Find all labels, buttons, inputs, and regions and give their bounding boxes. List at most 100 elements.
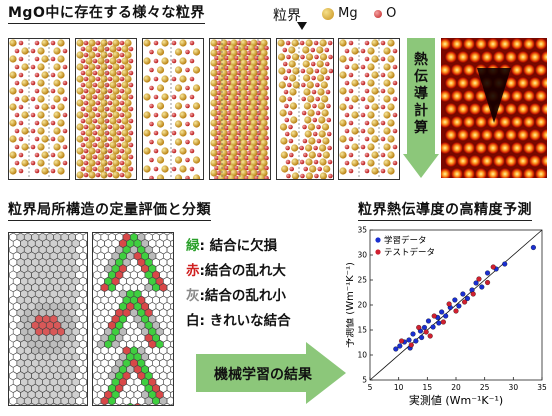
- o-atom: [312, 90, 317, 95]
- class-green: 緑: 結合に欠損: [186, 234, 277, 254]
- mg-atom: [306, 53, 313, 60]
- mg-atom: [9, 71, 16, 78]
- o-atom: [81, 95, 86, 100]
- o-atom: [317, 139, 322, 144]
- test-data-point: [485, 280, 490, 285]
- heat-spot: [462, 141, 476, 155]
- o-atom: [314, 174, 319, 179]
- o-atom: [15, 65, 20, 70]
- o-atom: [185, 86, 190, 91]
- o-atom: [288, 125, 293, 130]
- o-atom: [361, 81, 366, 86]
- o-atom: [117, 143, 122, 148]
- heat-spot: [522, 115, 536, 129]
- o-atom: [154, 149, 159, 154]
- mg-atom: [339, 71, 346, 78]
- mg-atom: [53, 47, 60, 54]
- o-atom: [129, 47, 134, 52]
- y-tick-label: 15: [357, 326, 367, 335]
- mg-atom: [57, 135, 64, 142]
- mg-atom: [321, 81, 328, 88]
- mg-atom: [53, 63, 60, 70]
- mg-atom: [210, 119, 217, 126]
- mg-atom: [371, 39, 378, 46]
- mg-atom: [317, 60, 324, 67]
- heat-spot: [504, 50, 518, 64]
- o-atom: [35, 153, 40, 158]
- o-atom: [327, 132, 332, 137]
- o-atom: [15, 49, 20, 54]
- o-atom: [81, 167, 86, 172]
- mg-atom: [383, 127, 390, 134]
- mg-atom: [383, 79, 390, 86]
- x-tick-label: 20: [451, 383, 461, 392]
- mg-atom: [76, 147, 83, 154]
- mg-atom: [210, 149, 217, 156]
- legend-o: O: [374, 6, 396, 21]
- o-atom: [190, 41, 195, 46]
- mg-atom: [57, 103, 64, 110]
- mg-atom: [193, 156, 200, 163]
- mg-atom: [320, 53, 327, 60]
- mg-atom: [161, 129, 168, 136]
- o-atom: [361, 113, 366, 118]
- o-atom: [285, 132, 290, 137]
- o-atom: [286, 55, 291, 60]
- mg-atom: [289, 74, 296, 81]
- legend-mg: Mg: [322, 6, 358, 21]
- o-atom: [96, 41, 101, 46]
- structure-panel-5: [276, 38, 334, 180]
- o-atom: [303, 167, 308, 172]
- heat-spot: [444, 128, 458, 142]
- mg-atom: [157, 84, 164, 91]
- mg-atom: [367, 47, 374, 54]
- o-atom: [172, 95, 177, 100]
- mg-atom: [53, 127, 60, 134]
- o-atom: [172, 41, 177, 46]
- class-red: 赤:結合の乱れ大: [186, 259, 286, 279]
- mg-atom: [37, 79, 44, 86]
- mg-atom: [143, 165, 150, 172]
- mg-atom: [179, 165, 186, 172]
- mg-atom: [367, 159, 374, 166]
- mg-atom: [37, 111, 44, 118]
- o-atom: [327, 146, 332, 151]
- o-atom: [35, 169, 40, 174]
- o-atom: [81, 155, 86, 160]
- o-atom: [51, 105, 56, 110]
- mg-atom: [161, 39, 168, 46]
- heat-spot: [528, 102, 542, 116]
- mg-atom: [292, 39, 299, 46]
- mg-atom: [179, 147, 186, 154]
- o-atom: [381, 105, 386, 110]
- mg-atom: [9, 55, 16, 62]
- training-data-point: [479, 285, 484, 290]
- test-data-point: [471, 292, 476, 297]
- local-structure-panel-2: [92, 232, 174, 406]
- mg-atom: [304, 102, 311, 109]
- o-atom: [154, 131, 159, 136]
- mg-atom: [161, 75, 168, 82]
- mg-atom: [339, 103, 346, 110]
- o-atom: [154, 95, 159, 100]
- mg-atom: [371, 103, 378, 110]
- heat-spot: [480, 50, 494, 64]
- mg-atom: [161, 147, 168, 154]
- mg-atom: [161, 57, 168, 64]
- mg-atom: [41, 151, 48, 158]
- o-atom: [301, 97, 306, 102]
- o-atom: [35, 105, 40, 110]
- o-atom: [381, 41, 386, 46]
- mg-atom: [387, 103, 394, 110]
- heat-spot: [456, 102, 470, 116]
- o-atom: [317, 167, 322, 172]
- thermal-calc-text: 熱伝導計算: [411, 52, 431, 137]
- o-atom: [328, 41, 333, 46]
- o-atom: [19, 41, 24, 46]
- test-data-point: [441, 320, 446, 325]
- mg-atom: [367, 127, 374, 134]
- mg-atom: [371, 167, 378, 174]
- o-atom: [93, 107, 98, 112]
- mg-atom: [351, 47, 358, 54]
- o-atom: [172, 77, 177, 82]
